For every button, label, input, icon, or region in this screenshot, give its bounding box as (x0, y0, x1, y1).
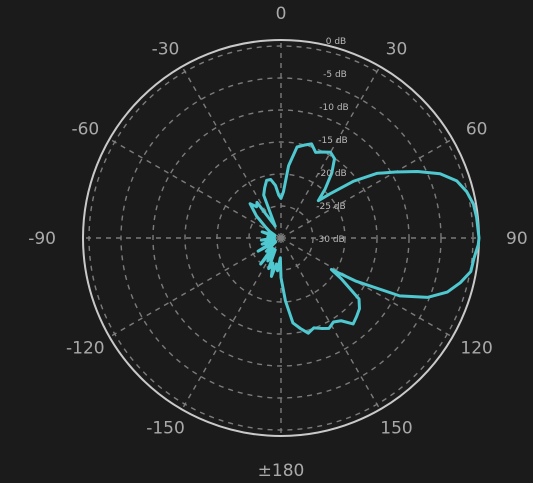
grid-spoke-300 (109, 138, 282, 239)
radial-tick-label: -10 dB (319, 103, 348, 113)
radial-tick-label: -25 dB (316, 202, 345, 212)
angle-labels: 0 30 60 90 120 150 ±180 -150 -120 -90 -60 -30 (28, 4, 527, 481)
radial-tick-label: -5 dB (323, 70, 347, 80)
grid-spoke-120 (280, 237, 453, 338)
angle-tick-label: 60 (466, 120, 488, 140)
grid-spoke-240 (109, 237, 282, 338)
grid-spoke-210 (181, 237, 282, 410)
trace-group (248, 142, 481, 335)
radial-tick-label: 0 dB (326, 37, 346, 47)
grid-spoke-60 (280, 138, 453, 239)
radial-tick-label: -30 dB (315, 235, 344, 245)
angle-tick-label: 30 (386, 39, 408, 59)
grid-ring-20-db (152, 109, 410, 367)
radial-tick-label: -15 dB (318, 136, 347, 146)
angle-tick-label: -30 (152, 39, 180, 59)
grid-ring-15-db (184, 141, 378, 335)
angle-tick-label: 120 (460, 339, 492, 359)
angle-tick-label: -150 (146, 419, 185, 439)
angle-tick-label: ±180 (258, 461, 305, 481)
grid-spoke-330 (181, 66, 282, 239)
angle-tick-label: -60 (71, 120, 99, 140)
angle-tick-label: -90 (28, 229, 56, 249)
angle-tick-label: 90 (506, 229, 528, 249)
grid-spoke-30 (280, 66, 381, 239)
series-line (248, 142, 481, 335)
angle-tick-label: 0 (276, 4, 287, 24)
grid-spoke-150 (280, 237, 381, 410)
angle-tick-label: -120 (66, 339, 105, 359)
angle-tick-label: 150 (380, 419, 412, 439)
radial-labels: 0 dB -5 dB -10 dB -15 dB -20 dB -25 dB -30 dB (315, 37, 348, 245)
radial-tick-label: -20 dB (317, 169, 346, 179)
polar-grid (83, 40, 479, 436)
